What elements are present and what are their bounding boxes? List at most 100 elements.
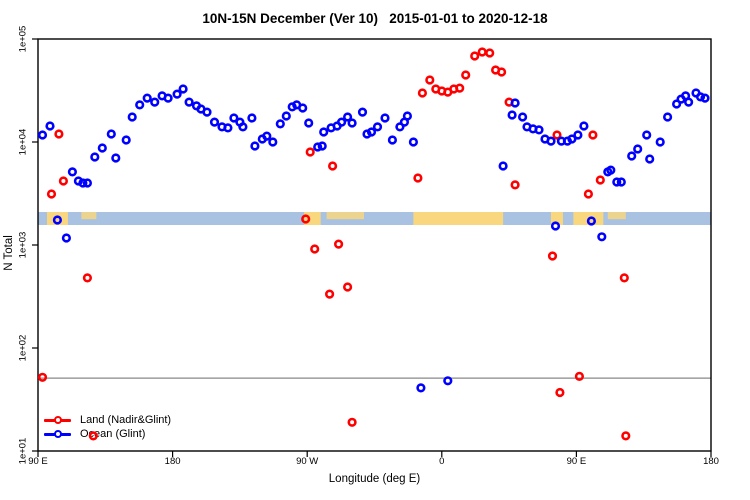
- data-point-land: [343, 282, 353, 292]
- data-point-ocean: [380, 113, 390, 123]
- data-point-land: [425, 75, 435, 85]
- data-point-ocean: [37, 130, 48, 140]
- map-band-land-patch: [573, 212, 604, 225]
- y-tick-label: 1e+02: [17, 334, 29, 362]
- data-point-ocean: [586, 216, 597, 226]
- data-point-land: [417, 88, 428, 98]
- data-point-ocean: [534, 125, 544, 135]
- map-band-land-patch: [46, 212, 68, 225]
- data-point-ocean: [287, 102, 297, 112]
- data-point-ocean: [645, 154, 655, 164]
- data-point-land: [325, 289, 335, 299]
- data-point-ocean: [362, 129, 372, 139]
- data-point-land: [621, 431, 631, 441]
- data-point-land: [477, 47, 487, 57]
- data-point-ocean: [217, 122, 227, 132]
- data-point-ocean: [135, 100, 145, 110]
- data-point-ocean: [202, 107, 212, 117]
- data-point-land: [301, 214, 311, 224]
- data-point-ocean: [540, 134, 550, 144]
- data-point-land: [491, 65, 501, 75]
- data-point-ocean: [550, 221, 561, 231]
- data-point-land: [552, 130, 562, 140]
- data-point-land: [37, 372, 48, 382]
- data-point-land: [54, 129, 64, 139]
- data-point-ocean: [257, 134, 267, 144]
- data-point-ocean: [597, 232, 607, 242]
- data-point-ocean: [157, 91, 167, 101]
- data-point-ocean: [332, 121, 342, 131]
- legend: Land (Nadir&Glint) Ocean (Glint): [44, 413, 171, 441]
- data-point-land: [443, 87, 453, 97]
- data-point-ocean: [695, 92, 706, 102]
- data-point-ocean: [191, 101, 202, 111]
- data-point-ocean: [184, 97, 194, 107]
- data-point-ocean: [399, 117, 410, 127]
- map-band-land-patch: [304, 212, 321, 225]
- data-point-ocean: [606, 165, 616, 175]
- data-point-ocean: [111, 153, 121, 163]
- data-point-land: [82, 273, 92, 283]
- data-point-ocean: [326, 123, 336, 133]
- data-point-land: [58, 176, 69, 186]
- data-point-ocean: [387, 135, 398, 145]
- legend-circle-icon: [53, 416, 62, 424]
- data-point-ocean: [612, 177, 622, 187]
- data-point-ocean: [298, 103, 308, 113]
- data-point-ocean: [90, 152, 100, 162]
- map-band-land-patch: [413, 212, 504, 225]
- data-point-ocean: [616, 177, 626, 187]
- x-tick-label: 0: [439, 456, 445, 467]
- data-point-ocean: [247, 113, 257, 123]
- data-point-ocean: [562, 136, 573, 146]
- y-axis-title: N Total: [3, 235, 15, 271]
- data-point-land: [619, 273, 629, 283]
- data-point-land: [328, 161, 338, 171]
- data-point-ocean: [317, 141, 327, 151]
- data-point-land: [334, 239, 344, 249]
- data-point-ocean: [73, 176, 83, 186]
- data-point-ocean: [579, 121, 589, 131]
- data-point-land: [431, 84, 441, 94]
- data-point-ocean: [343, 112, 353, 122]
- data-point-ocean: [262, 131, 272, 141]
- legend-item-ocean: Ocean (Glint): [44, 427, 171, 441]
- legend-item-land: Land (Nadir&Glint): [44, 413, 171, 427]
- data-point-ocean: [567, 134, 577, 144]
- data-point-ocean: [510, 98, 520, 108]
- chart-title: 10N-15N December (Ver 10) 2015-01-01 to …: [202, 11, 548, 26]
- data-point-land: [588, 130, 598, 140]
- ocean-series-symbol: [44, 429, 71, 440]
- data-point-land: [510, 180, 520, 190]
- data-point-ocean: [337, 117, 347, 127]
- data-point-land: [413, 173, 423, 183]
- data-point-ocean: [517, 112, 528, 122]
- data-point-land: [504, 97, 514, 107]
- data-point-ocean: [45, 121, 55, 131]
- data-point-ocean: [82, 178, 92, 188]
- y-tick-label: 1e+01: [17, 437, 29, 465]
- data-point-land: [347, 417, 357, 427]
- data-point-ocean: [97, 143, 107, 153]
- data-point-land: [583, 189, 594, 199]
- data-point-ocean: [498, 161, 508, 171]
- x-tick-label: 180: [703, 456, 719, 467]
- data-point-ocean: [78, 178, 88, 188]
- data-point-ocean: [408, 137, 419, 147]
- x-tick-label: 180: [164, 456, 181, 467]
- data-point-land: [547, 251, 558, 261]
- data-point-ocean: [691, 88, 701, 98]
- data-point-land: [455, 83, 465, 93]
- data-point-ocean: [127, 112, 137, 122]
- data-point-ocean: [235, 117, 245, 127]
- data-point-ocean: [106, 129, 116, 139]
- land-series-symbol: [44, 415, 71, 426]
- data-point-ocean: [522, 122, 532, 132]
- data-point-ocean: [546, 136, 556, 146]
- data-point-land: [574, 371, 585, 382]
- data-point-ocean: [268, 137, 278, 147]
- data-point-ocean: [292, 100, 302, 110]
- data-point-ocean: [357, 107, 368, 117]
- data-point-ocean: [627, 151, 637, 161]
